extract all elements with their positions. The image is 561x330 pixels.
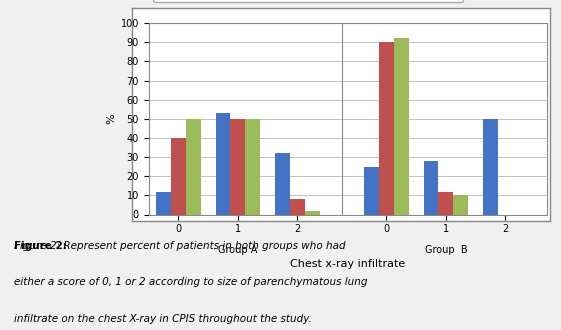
Bar: [186, 119, 201, 214]
Text: Group  B: Group B: [425, 245, 467, 255]
Bar: [364, 167, 379, 214]
Bar: [156, 191, 171, 214]
Legend: End of 1ST 5 Dayss, End of 2nd 5 Days, End of 3rd 4 Days: End of 1ST 5 Dayss, End of 2nd 5 Days, E…: [153, 0, 463, 2]
Bar: [483, 119, 498, 214]
Text: Figure 2: Represent percent of patients in both groups who had: Figure 2: Represent percent of patients …: [14, 241, 346, 251]
Bar: [290, 199, 305, 214]
Text: infiltrate on the chest X-ray in CPIS throughout the study.: infiltrate on the chest X-ray in CPIS th…: [14, 314, 312, 323]
X-axis label: Chest x-ray infiltrate: Chest x-ray infiltrate: [290, 259, 406, 269]
Bar: [305, 211, 320, 214]
Bar: [245, 119, 260, 214]
Text: Group A: Group A: [218, 245, 257, 255]
Text: Figure 2:: Figure 2:: [14, 241, 71, 251]
Bar: [231, 119, 245, 214]
Bar: [215, 113, 231, 214]
Bar: [453, 195, 468, 214]
Bar: [275, 153, 290, 214]
Bar: [394, 38, 409, 214]
Bar: [439, 191, 453, 214]
Bar: [379, 42, 394, 215]
Bar: [424, 161, 439, 214]
Text: either a score of 0, 1 or 2 according to size of parenchymatous lung: either a score of 0, 1 or 2 according to…: [14, 277, 367, 287]
Bar: [171, 138, 186, 214]
Y-axis label: %: %: [107, 114, 116, 124]
